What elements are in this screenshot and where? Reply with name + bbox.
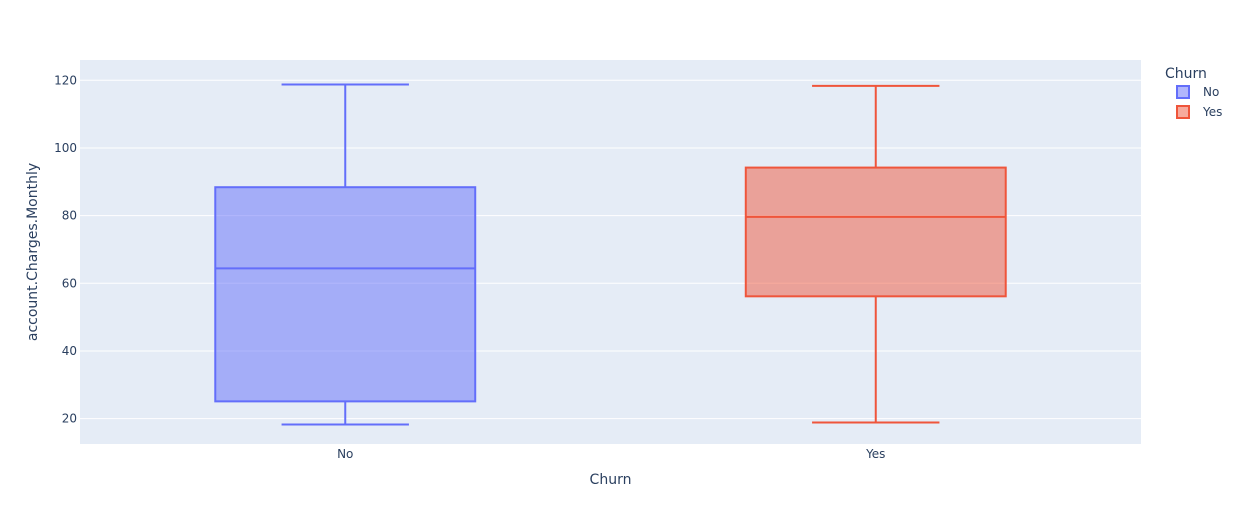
y-tick-label-60: 60: [62, 276, 77, 290]
legend-swatch-no: [1176, 85, 1190, 99]
legend-swatch-yes: [1176, 105, 1190, 119]
y-tick-label-80: 80: [62, 209, 77, 223]
iqr-box-yes: [744, 166, 1007, 298]
legend-items: No Yes: [1176, 85, 1222, 119]
x-axis-title: Churn: [590, 472, 632, 488]
y-tick-label-40: 40: [62, 344, 77, 358]
y-axis-title: account.Charges.Monthly: [25, 163, 41, 341]
x-tick-label-yes: Yes: [865, 447, 885, 461]
y-tick-label-100: 100: [54, 141, 77, 155]
box-yes: [744, 84, 1007, 424]
legend: Churn No Yes: [1165, 66, 1222, 119]
legend-title: Churn: [1165, 66, 1207, 82]
x-tick-labels: No Yes: [337, 447, 885, 461]
legend-label-no: No: [1203, 85, 1219, 99]
y-tick-labels: 20 40 60 80 100 120: [54, 73, 77, 425]
legend-label-yes: Yes: [1202, 105, 1222, 119]
iqr-box-no: [214, 186, 477, 403]
x-tick-label-no: No: [337, 447, 353, 461]
y-tick-label-120: 120: [54, 73, 77, 87]
y-tick-label-20: 20: [62, 412, 77, 426]
box-series: [214, 83, 1007, 426]
box-no: [214, 83, 477, 426]
